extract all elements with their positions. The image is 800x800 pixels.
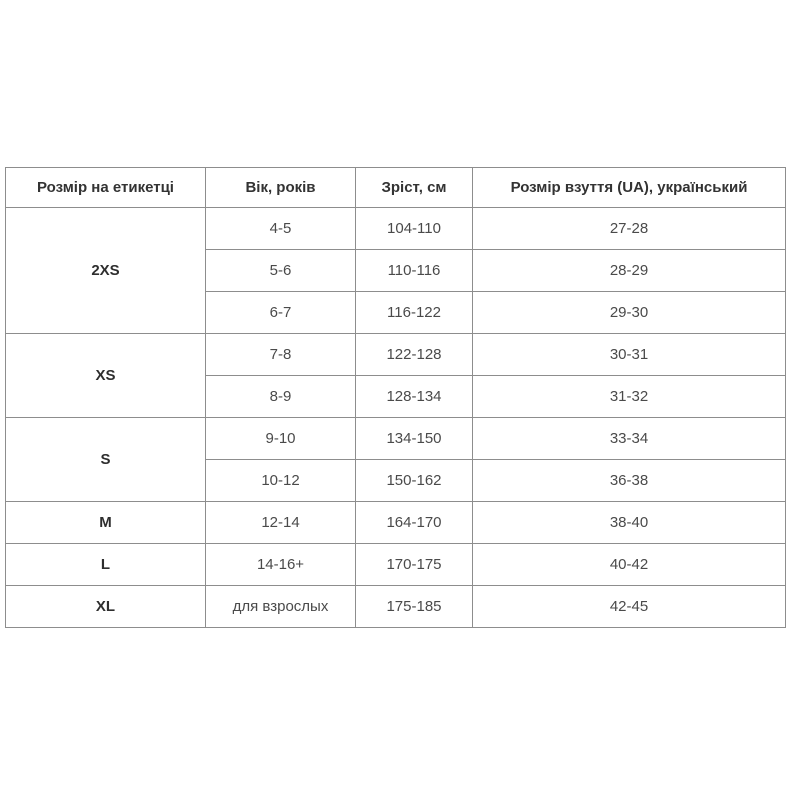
- header-row: Розмір на етикетці Вік, років Зріст, см …: [5, 167, 786, 208]
- size-group-cell-xs: XS: [5, 333, 206, 418]
- header-shoe-size: Розмір взуття (UA), український: [472, 167, 786, 208]
- age-cell: 12-14: [205, 501, 356, 544]
- size-group-cell-xl: XL: [5, 585, 206, 628]
- height-cell: 150-162: [355, 459, 473, 502]
- shoe-size-cell: 27-28: [472, 207, 786, 250]
- height-cell: 175-185: [355, 585, 473, 628]
- size-group-cell-m: M: [5, 501, 206, 544]
- age-cell: 7-8: [205, 333, 356, 376]
- table-row: 6-7 116-122 29-30: [6, 291, 786, 334]
- size-group-cell-l: L: [5, 543, 206, 586]
- age-cell: 5-6: [205, 249, 356, 292]
- age-cell: 4-5: [205, 207, 356, 250]
- table-row: XL для взрослых 175-185 42-45: [5, 585, 786, 628]
- shoe-size-cell: 28-29: [472, 249, 786, 292]
- header-age: Вік, років: [205, 167, 356, 208]
- height-cell: 104-110: [355, 207, 473, 250]
- shoe-size-cell: 36-38: [472, 459, 786, 502]
- table-row: 2XS 4-5 104-110 27-28: [5, 207, 786, 334]
- age-cell: для взрослых: [205, 585, 356, 628]
- table-row: L 14-16+ 170-175 40-42: [5, 543, 786, 586]
- height-cell: 164-170: [355, 501, 473, 544]
- shoe-size-cell: 38-40: [472, 501, 786, 544]
- size-group-cell-2xs: 2XS: [5, 207, 206, 334]
- age-cell: 14-16+: [205, 543, 356, 586]
- height-cell: 134-150: [355, 417, 473, 460]
- height-cell: 170-175: [355, 543, 473, 586]
- height-cell: 128-134: [355, 375, 473, 418]
- table-row: XS 7-8 122-128 30-31: [5, 333, 786, 418]
- header-height: Зріст, см: [355, 167, 473, 208]
- table-row: S 9-10 134-150 33-34: [5, 417, 786, 502]
- height-cell: 122-128: [355, 333, 473, 376]
- height-cell: 110-116: [355, 249, 473, 292]
- age-cell: 6-7: [205, 291, 356, 334]
- shoe-size-cell: 30-31: [472, 333, 786, 376]
- shoe-size-cell: 31-32: [472, 375, 786, 418]
- table-row: 10-12 150-162 36-38: [6, 459, 786, 502]
- shoe-size-cell: 29-30: [472, 291, 786, 334]
- age-cell: 10-12: [205, 459, 356, 502]
- age-cell: 9-10: [205, 417, 356, 460]
- shoe-size-cell: 40-42: [472, 543, 786, 586]
- table-row: 8-9 128-134 31-32: [6, 375, 786, 418]
- size-group-cell-s: S: [5, 417, 206, 502]
- shoe-size-cell: 42-45: [472, 585, 786, 628]
- table-row: 5-6 110-116 28-29: [6, 249, 786, 292]
- header-size-label: Розмір на етикетці: [5, 167, 206, 208]
- table-row: M 12-14 164-170 38-40: [5, 501, 786, 544]
- height-cell: 116-122: [355, 291, 473, 334]
- age-cell: 8-9: [205, 375, 356, 418]
- size-chart-table: Розмір на етикетці Вік, років Зріст, см …: [5, 167, 786, 628]
- shoe-size-cell: 33-34: [472, 417, 786, 460]
